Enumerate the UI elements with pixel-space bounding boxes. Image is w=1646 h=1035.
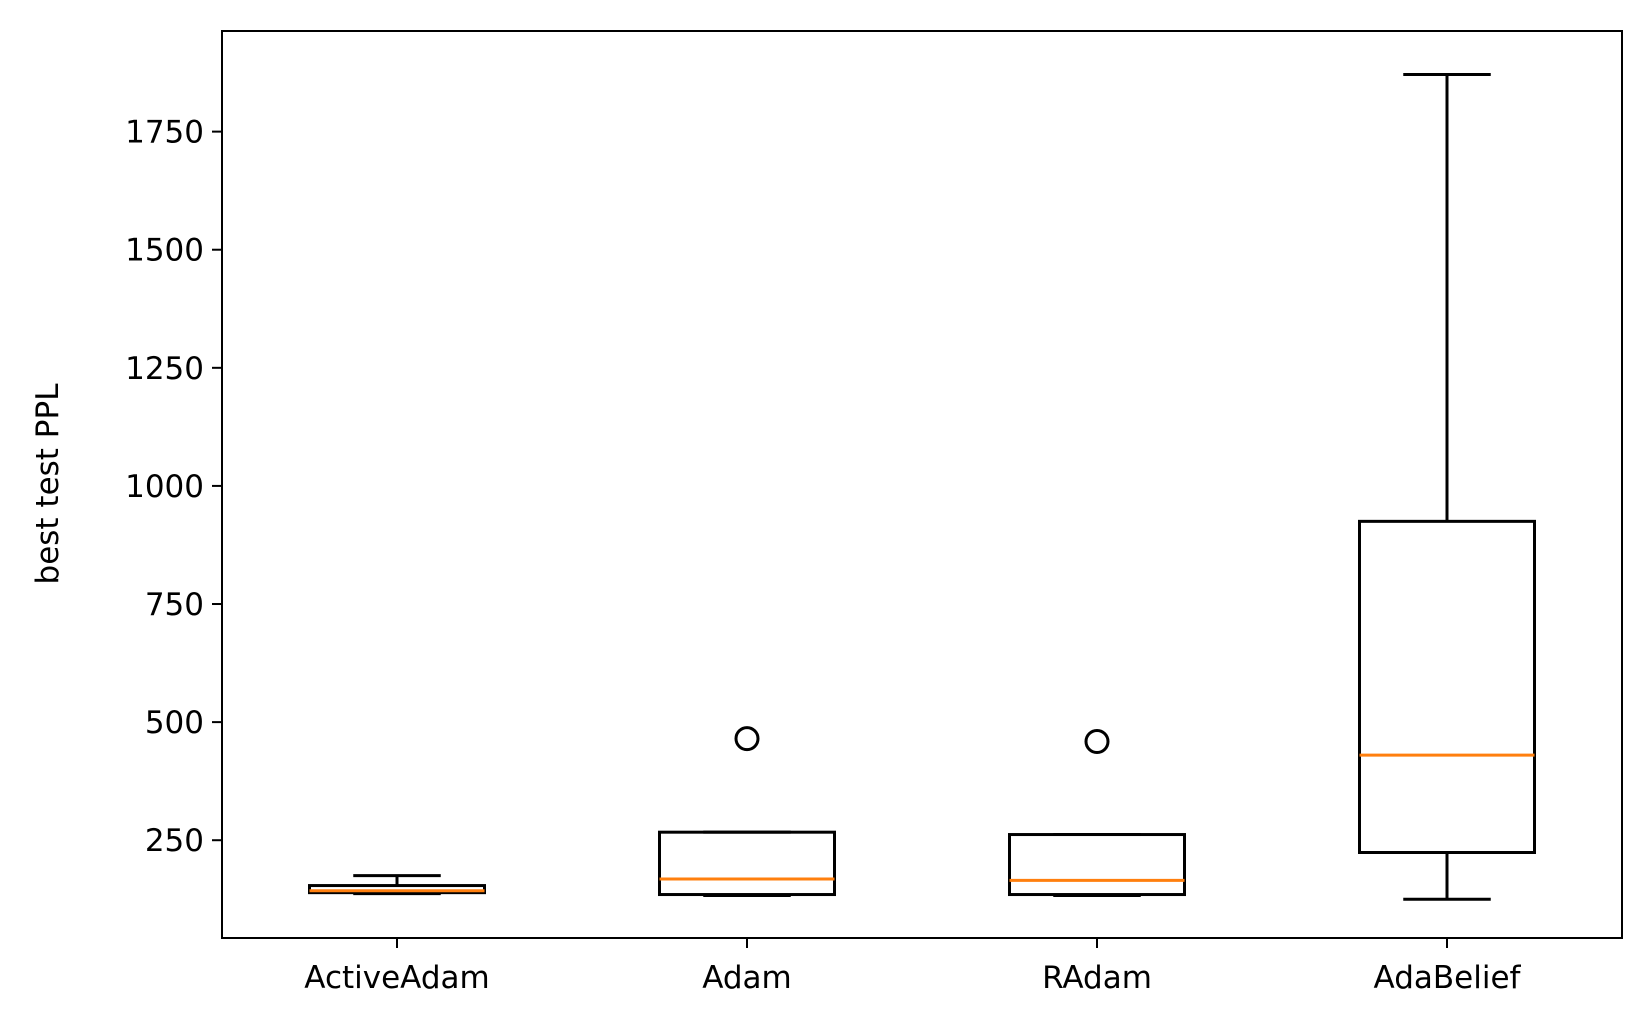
y-tick-label: 1250	[125, 351, 204, 387]
y-tick-label: 750	[145, 587, 204, 623]
y-tick-label: 250	[145, 823, 204, 859]
x-tick-label: AdaBelief	[1374, 960, 1522, 996]
y-axis-ticks: 250 500 750 1000 1250 1500 1750	[125, 115, 222, 859]
iqr-box	[1008, 833, 1186, 897]
y-tick-label: 1750	[125, 115, 204, 151]
y-tick-label: 1000	[125, 469, 204, 505]
y-tick-label: 500	[145, 705, 204, 741]
y-tick-label: 1500	[125, 233, 204, 269]
box-radam	[1008, 728, 1186, 897]
x-axis-ticks: ActiveAdam Adam RAdam AdaBelief	[304, 938, 1522, 996]
outlier-point	[1084, 728, 1110, 754]
x-tick-label: RAdam	[1042, 960, 1152, 996]
box-adam	[658, 726, 836, 897]
iqr-box	[658, 830, 836, 897]
box-activeadam	[308, 874, 486, 896]
y-axis-label: best test PPL	[30, 383, 66, 585]
box-adabelief	[1358, 72, 1536, 901]
plot-elements	[308, 72, 1536, 901]
plot-frame	[221, 30, 1623, 939]
x-tick-label: Adam	[702, 960, 792, 996]
iqr-box	[1358, 519, 1536, 854]
outlier-point	[734, 726, 760, 752]
x-tick-label: ActiveAdam	[304, 960, 489, 996]
iqr-box	[308, 884, 486, 895]
